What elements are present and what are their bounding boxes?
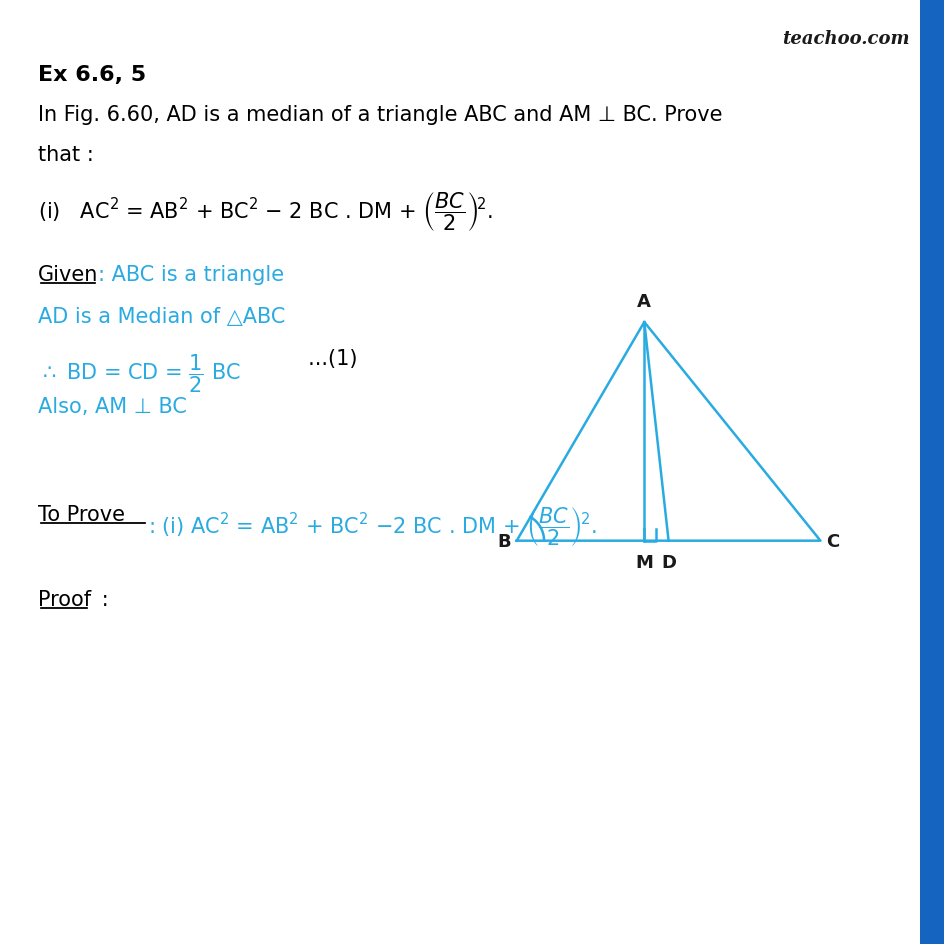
Text: C: C bbox=[826, 532, 839, 550]
Text: Ex 6.6, 5: Ex 6.6, 5 bbox=[38, 65, 146, 85]
Text: M: M bbox=[634, 553, 652, 571]
Text: ...(1): ...(1) bbox=[275, 348, 357, 368]
Text: : (i) AC$^2$ = AB$^2$ + BC$^2$ $-$2 BC . DM + $\left(\dfrac{BC}{2}\right)^{\!2}$: : (i) AC$^2$ = AB$^2$ + BC$^2$ $-$2 BC .… bbox=[148, 504, 596, 548]
Text: Also, AM ⊥ BC: Also, AM ⊥ BC bbox=[38, 396, 187, 416]
Text: In Fig. 6.60, AD is a median of a triangle ABC and AM ⊥ BC. Prove: In Fig. 6.60, AD is a median of a triang… bbox=[38, 105, 722, 125]
Text: that :: that : bbox=[38, 144, 93, 165]
Text: $\therefore$ BD = CD = $\dfrac{1}{2}$ BC: $\therefore$ BD = CD = $\dfrac{1}{2}$ BC bbox=[38, 351, 241, 394]
Text: D: D bbox=[661, 553, 675, 571]
Text: A: A bbox=[636, 293, 650, 311]
Bar bbox=[919, 0, 944, 944]
Text: To Prove: To Prove bbox=[38, 504, 125, 525]
Text: AD is a Median of △ABC: AD is a Median of △ABC bbox=[38, 307, 285, 327]
Text: Proof: Proof bbox=[38, 589, 91, 610]
Text: B: B bbox=[497, 532, 510, 550]
Text: : ABC is a triangle: : ABC is a triangle bbox=[98, 264, 284, 285]
Text: teachoo.com: teachoo.com bbox=[782, 30, 909, 48]
Text: Given: Given bbox=[38, 264, 98, 285]
Text: (i)   AC$^2$ = AB$^2$ + BC$^2$ $-$ 2 BC . DM + $\left(\dfrac{BC}{2}\right)^{\!2}: (i) AC$^2$ = AB$^2$ + BC$^2$ $-$ 2 BC . … bbox=[38, 190, 492, 233]
Text: :: : bbox=[95, 589, 109, 610]
